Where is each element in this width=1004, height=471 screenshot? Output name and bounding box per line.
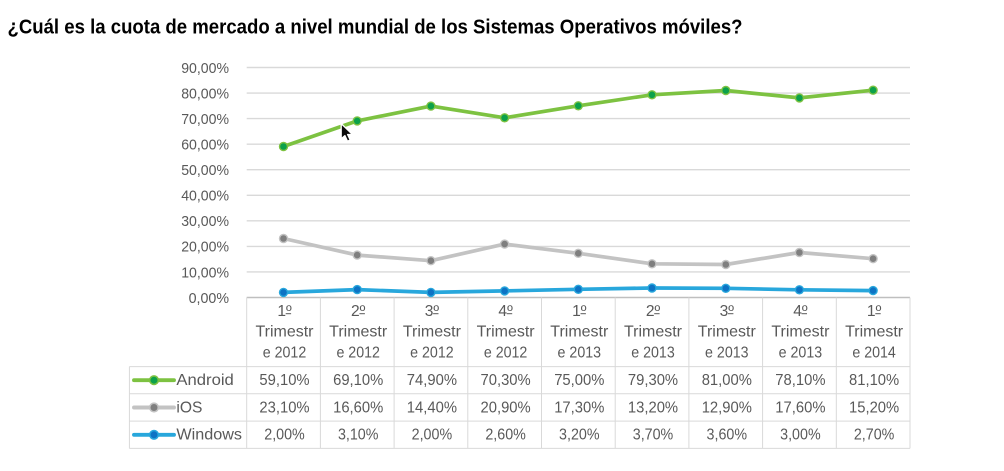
svg-text:80,00%: 80,00% (181, 85, 229, 102)
svg-text:3,70%: 3,70% (633, 427, 674, 444)
svg-text:78,10%: 78,10% (775, 372, 825, 389)
svg-text:¿Cuál es la cuota de mercado a: ¿Cuál es la cuota de mercado a nivel mun… (8, 16, 743, 39)
svg-text:81,00%: 81,00% (702, 372, 752, 389)
svg-text:59,10%: 59,10% (259, 372, 309, 389)
svg-text:13,20%: 13,20% (628, 399, 678, 416)
svg-text:74,90%: 74,90% (407, 372, 457, 389)
svg-text:20,00%: 20,00% (181, 239, 229, 256)
svg-text:60,00%: 60,00% (181, 137, 229, 154)
svg-text:e 2012: e 2012 (484, 344, 528, 361)
svg-text:3,00%: 3,00% (780, 427, 821, 444)
svg-text:90,00%: 90,00% (181, 60, 229, 77)
svg-text:3º: 3º (425, 303, 440, 320)
svg-text:Windows: Windows (176, 427, 242, 444)
svg-text:12,90%: 12,90% (702, 399, 752, 416)
svg-text:40,00%: 40,00% (181, 188, 229, 205)
svg-text:70,00%: 70,00% (181, 111, 229, 128)
svg-text:2º: 2º (351, 303, 366, 320)
svg-text:3º: 3º (720, 303, 735, 320)
svg-text:17,30%: 17,30% (554, 399, 604, 416)
svg-text:69,10%: 69,10% (333, 372, 383, 389)
svg-text:2º: 2º (646, 303, 661, 320)
svg-text:23,10%: 23,10% (259, 399, 309, 416)
svg-text:70,30%: 70,30% (481, 372, 531, 389)
svg-text:3,10%: 3,10% (338, 427, 379, 444)
svg-text:Trimestr: Trimestr (477, 324, 535, 341)
svg-text:20,90%: 20,90% (481, 399, 531, 416)
svg-text:4º: 4º (793, 303, 808, 320)
svg-text:e 2013: e 2013 (631, 344, 675, 361)
svg-text:e 2012: e 2012 (410, 344, 454, 361)
svg-text:50,00%: 50,00% (181, 162, 229, 179)
svg-text:3,20%: 3,20% (559, 427, 600, 444)
svg-text:10,00%: 10,00% (181, 264, 229, 281)
svg-text:e 2013: e 2013 (558, 344, 602, 361)
svg-text:Trimestr: Trimestr (845, 324, 903, 341)
svg-text:81,10%: 81,10% (849, 372, 899, 389)
svg-text:17,60%: 17,60% (775, 399, 825, 416)
svg-text:75,00%: 75,00% (554, 372, 604, 389)
svg-text:2,70%: 2,70% (854, 427, 895, 444)
svg-text:e 2014: e 2014 (852, 344, 896, 361)
svg-text:1º: 1º (572, 303, 587, 320)
svg-text:79,30%: 79,30% (628, 372, 678, 389)
svg-text:Trimestr: Trimestr (698, 324, 756, 341)
svg-text:e 2013: e 2013 (705, 344, 749, 361)
svg-text:16,60%: 16,60% (333, 399, 383, 416)
svg-text:Trimestr: Trimestr (329, 324, 387, 341)
svg-text:14,40%: 14,40% (407, 399, 457, 416)
svg-text:2,00%: 2,00% (264, 427, 305, 444)
svg-text:2,60%: 2,60% (485, 427, 526, 444)
svg-text:Trimestr: Trimestr (550, 324, 608, 341)
svg-text:1º: 1º (867, 303, 882, 320)
svg-text:Android: Android (176, 372, 233, 389)
svg-text:3,60%: 3,60% (707, 427, 748, 444)
svg-text:2,00%: 2,00% (412, 427, 453, 444)
svg-text:15,20%: 15,20% (849, 399, 899, 416)
svg-text:Trimestr: Trimestr (256, 324, 314, 341)
svg-text:e 2012: e 2012 (336, 344, 380, 361)
svg-text:e 2013: e 2013 (779, 344, 823, 361)
svg-text:4º: 4º (498, 303, 513, 320)
svg-text:0,00%: 0,00% (189, 290, 229, 307)
svg-text:30,00%: 30,00% (181, 213, 229, 230)
svg-text:Trimestr: Trimestr (624, 324, 682, 341)
svg-text:1º: 1º (277, 303, 292, 320)
svg-text:e 2012: e 2012 (263, 344, 307, 361)
svg-text:Trimestr: Trimestr (771, 324, 829, 341)
svg-text:Trimestr: Trimestr (403, 324, 461, 341)
svg-text:iOS: iOS (176, 399, 202, 416)
